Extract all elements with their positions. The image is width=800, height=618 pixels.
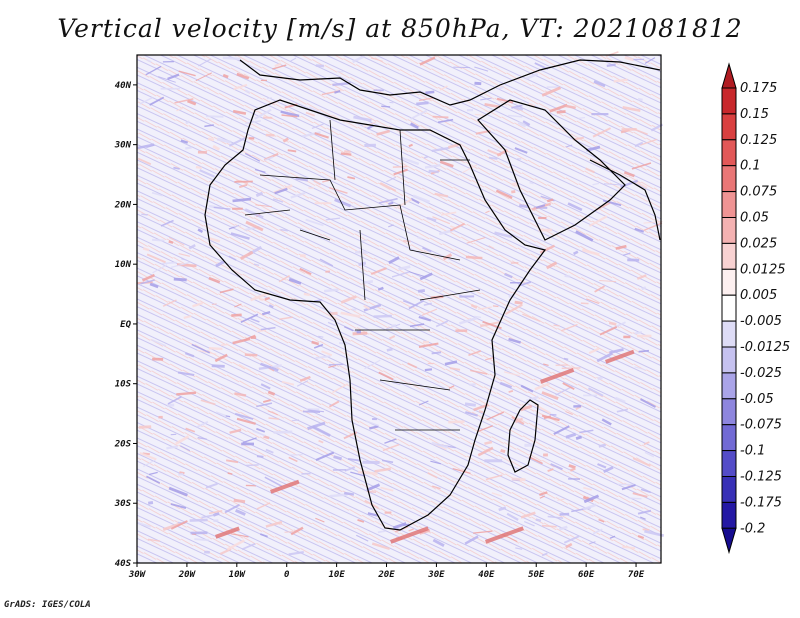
colorbar-label: -0.0125 [740, 340, 790, 355]
colorbar-swatch [721, 268, 737, 296]
y-tick-label: 20S [114, 439, 132, 449]
colorbar-label: 0.125 [740, 133, 777, 148]
y-tick-label: EQ [120, 320, 131, 330]
asia-coastline [589, 159, 661, 241]
colorbar-label: -0.005 [740, 314, 782, 329]
colorbar-swatch [721, 320, 737, 348]
colorbar-swatch [721, 139, 737, 167]
colorbar-swatch [721, 372, 737, 400]
grads-credit: GrADS: IGES/COLA [4, 600, 91, 610]
x-tick-label: 0 [284, 570, 290, 580]
colorbar-label: 0.075 [740, 185, 777, 200]
africa-coastline [204, 99, 547, 531]
field-background [137, 55, 661, 563]
colorbar-swatch [721, 501, 737, 529]
colorbar-label: -0.175 [740, 495, 782, 510]
chart-title: Vertical velocity [m/s] at 850hPa, VT: 2… [57, 14, 743, 43]
colorbar-label: 0.05 [740, 211, 769, 226]
madagascar-coastline [507, 399, 539, 473]
x-tick-label: 40E [478, 570, 495, 580]
colorbar-swatch [721, 294, 737, 322]
europe-coastline [239, 59, 661, 106]
y-tick-label: 20N [114, 200, 132, 210]
colorbar-label: -0.05 [740, 392, 774, 407]
colorbar-label: 0.0125 [740, 262, 786, 277]
colorbar: 0.175 0.15 0.125 0.1 0.075 0.05 0.025 0.0125 0.0… [721, 62, 790, 555]
x-tick-label: 10E [328, 570, 345, 580]
y-axis-ticks: 40N 30N 20N 10N EQ 10S 20S 30S 40S [114, 81, 137, 569]
colorbar-swatch [721, 476, 737, 503]
y-tick-label: 40N [115, 81, 132, 91]
x-tick-label: 20E [377, 570, 395, 580]
x-tick-label: 50E [528, 570, 545, 580]
map-plot-area: 30W 20W 10W 0 10E 20E 30E 40E 50E 60E 70E 40N 30N 20… [114, 51, 665, 580]
colorbar-swatch [721, 113, 737, 141]
x-tick-label: 30E [427, 570, 445, 580]
colorbar-swatch [721, 398, 737, 426]
colorbar-label: -0.2 [740, 521, 765, 536]
colorbar-swatch [721, 450, 737, 478]
colorbar-label: -0.125 [740, 470, 782, 485]
x-axis-ticks: 30W 20W 10W 0 10E 20E 30E 40E 50E 60E 70E [128, 563, 645, 580]
colorbar-swatch [721, 424, 737, 452]
colorbar-swatch [721, 217, 737, 244]
arabia-coastline [477, 99, 626, 241]
y-tick-label: 30S [114, 499, 132, 509]
colorbar-swatch [721, 242, 737, 270]
colorbar-swatch [721, 346, 737, 374]
x-tick-label: 70E [628, 570, 645, 580]
x-tick-label: 60E [578, 570, 595, 580]
colorbar-top-arrow [721, 62, 737, 89]
colorbar-label: 0.025 [740, 236, 777, 251]
colorbar-label: -0.075 [740, 418, 782, 433]
y-tick-label: 30N [114, 141, 132, 151]
y-tick-label: 10N [115, 260, 132, 270]
colorbar-label: 0.1 [740, 159, 761, 174]
field-patches [136, 51, 665, 557]
map-frame [136, 54, 662, 564]
colorbar-label: 0.15 [740, 107, 769, 122]
colorbar-label: 0.005 [740, 288, 777, 303]
y-tick-label: 10S [115, 380, 132, 390]
country-borders [244, 119, 481, 431]
x-tick-label: 30W [128, 570, 147, 580]
y-tick-label: 40S [115, 559, 132, 569]
colorbar-swatch [721, 191, 737, 219]
colorbar-label: -0.1 [740, 444, 765, 459]
colorbar-bottom-arrow [721, 527, 737, 555]
colorbar-swatch [721, 165, 737, 193]
colorbar-swatch [721, 87, 737, 115]
colorbar-label: 0.175 [740, 81, 777, 96]
colorbar-label: -0.025 [740, 366, 782, 381]
x-tick-label: 10W [229, 570, 247, 580]
coastlines [204, 59, 661, 531]
x-tick-label: 20W [178, 570, 197, 580]
